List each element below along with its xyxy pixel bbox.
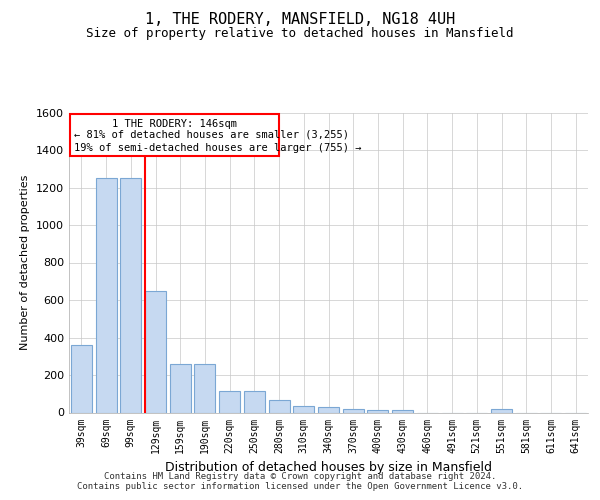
X-axis label: Distribution of detached houses by size in Mansfield: Distribution of detached houses by size … xyxy=(165,461,492,474)
Bar xyxy=(392,410,413,412)
Bar xyxy=(194,364,215,412)
Bar xyxy=(269,400,290,412)
Bar xyxy=(95,178,116,412)
Bar xyxy=(219,391,240,412)
Text: 1 THE RODERY: 146sqm: 1 THE RODERY: 146sqm xyxy=(112,119,237,129)
Text: 19% of semi-detached houses are larger (755) →: 19% of semi-detached houses are larger (… xyxy=(74,143,361,153)
Bar xyxy=(120,178,141,412)
Bar xyxy=(367,410,388,412)
Bar xyxy=(71,345,92,412)
Bar xyxy=(491,409,512,412)
Bar xyxy=(170,364,191,412)
Text: ← 81% of detached houses are smaller (3,255): ← 81% of detached houses are smaller (3,… xyxy=(74,129,349,139)
Text: Size of property relative to detached houses in Mansfield: Size of property relative to detached ho… xyxy=(86,28,514,40)
Bar xyxy=(293,406,314,412)
Bar xyxy=(343,409,364,412)
Bar xyxy=(318,407,339,412)
Bar xyxy=(244,391,265,412)
Y-axis label: Number of detached properties: Number of detached properties xyxy=(20,175,31,350)
FancyBboxPatch shape xyxy=(70,114,279,156)
Text: Contains HM Land Registry data © Crown copyright and database right 2024.
Contai: Contains HM Land Registry data © Crown c… xyxy=(77,472,523,491)
Text: 1, THE RODERY, MANSFIELD, NG18 4UH: 1, THE RODERY, MANSFIELD, NG18 4UH xyxy=(145,12,455,28)
Bar xyxy=(145,290,166,412)
